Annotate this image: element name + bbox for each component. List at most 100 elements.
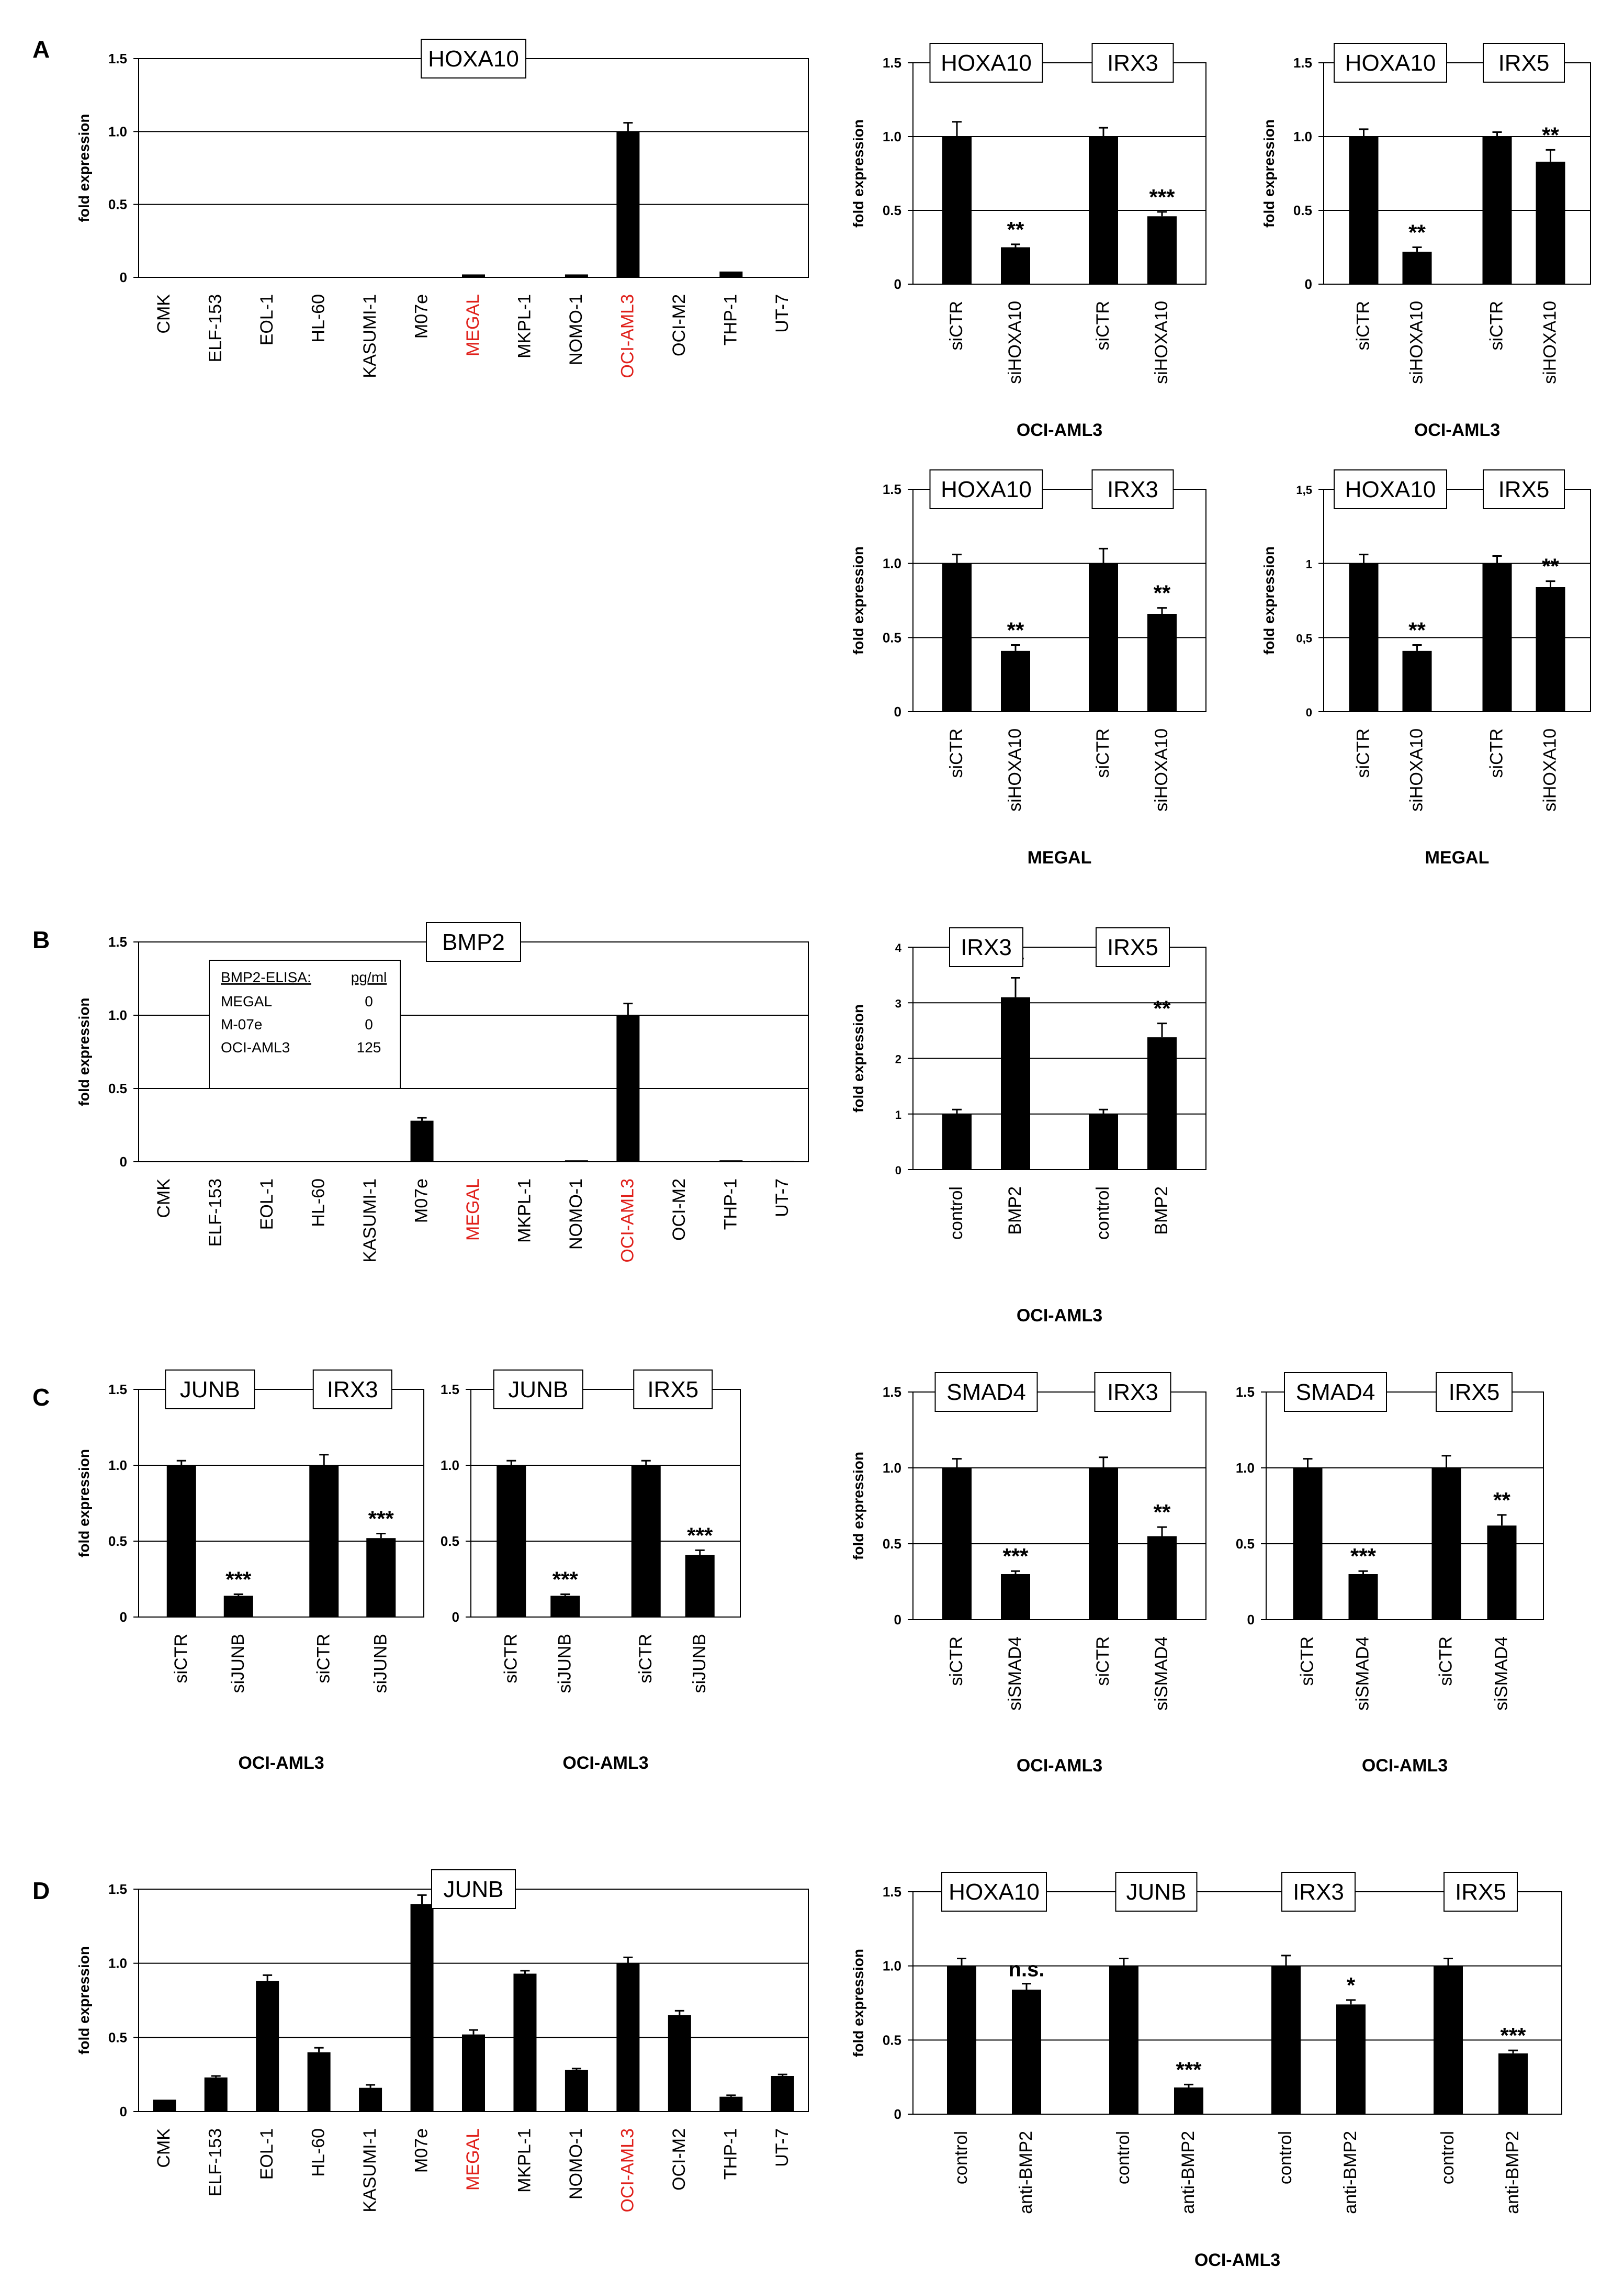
bar	[685, 1555, 715, 1617]
category-label: M07e	[412, 294, 432, 339]
category-label: siCTR	[1093, 301, 1113, 350]
bar	[410, 1904, 434, 2112]
y-tick-label: 0	[1306, 706, 1312, 719]
category-label: siHOXA10	[1005, 728, 1025, 812]
plot-frame	[1323, 62, 1591, 285]
y-tick-label: 0	[894, 704, 901, 720]
significance-label: **	[1408, 220, 1426, 245]
x-axis-label: OCI-AML3	[1194, 2250, 1280, 2270]
panel-letter-d: D	[32, 1877, 50, 1904]
y-tick-label: 0	[120, 2104, 127, 2119]
y-tick-label: 0	[120, 270, 127, 285]
chart-c2: 0 0.5 1.0 1.5 siCTR *** siJUNB siCTR *** siJUNB OC…	[441, 1369, 741, 1773]
category-label: siCTR	[1093, 1636, 1113, 1686]
bar	[1089, 1114, 1118, 1170]
bar	[462, 274, 485, 277]
gene-label: IRX3	[961, 935, 1012, 960]
plot-frame	[138, 1389, 424, 1618]
y-axis-label: fold expression	[850, 1452, 866, 1560]
category-label: NOMO-1	[566, 1178, 586, 1250]
y-tick-label: 1.5	[883, 481, 901, 497]
category-label: siCTR	[1354, 301, 1373, 350]
y-tick-label: 1.0	[108, 124, 127, 139]
category-label: ELF-153	[206, 2128, 225, 2196]
category-label: siHOXA10	[1152, 728, 1171, 812]
category-label: HL-60	[309, 2128, 329, 2177]
bar	[1348, 1574, 1378, 1620]
category-label: siSMAD4	[1005, 1636, 1025, 1711]
bar	[942, 1114, 972, 1170]
bar	[359, 2087, 382, 2112]
panel-letter-c: C	[32, 1384, 50, 1411]
bar	[565, 274, 588, 277]
gene-label-box	[1284, 1372, 1387, 1412]
bar	[497, 1465, 526, 1617]
gene-label-box	[165, 1369, 255, 1409]
chart-d2: 0 0.5 1.0 1.5 fold expression control n.s. anti…	[850, 1872, 1562, 2270]
bar	[166, 1465, 196, 1617]
chart-a3: 0 0.5 1.0 1.5 fold expression siCTR ** siHOXA10…	[1261, 43, 1591, 440]
category-label: ELF-153	[206, 294, 225, 362]
bar	[771, 1161, 794, 1162]
category-label: siCTR	[501, 1634, 521, 1683]
category-label: EOL-1	[257, 294, 277, 345]
y-tick-label: 1.0	[1236, 1460, 1255, 1476]
category-label: siJUNB	[370, 1634, 390, 1693]
bar	[1174, 2087, 1203, 2114]
y-tick-label: 1.5	[108, 934, 127, 950]
gene-label-box	[493, 1369, 583, 1409]
bar	[1431, 1468, 1461, 1620]
y-axis-label: fold expression	[850, 546, 866, 655]
bar	[1147, 1536, 1177, 1620]
category-label: siHOXA10	[1005, 301, 1025, 384]
category-label: ELF-153	[206, 1178, 225, 1247]
y-tick-label: 0	[894, 2106, 901, 2122]
panel-letter-b: B	[32, 926, 50, 953]
y-tick-label: 0.5	[1236, 1536, 1255, 1552]
plot-frame	[912, 1391, 1206, 1620]
category-label: UT-7	[772, 294, 792, 333]
y-tick-label: 0,5	[1296, 632, 1312, 645]
gene-label-box	[312, 1369, 392, 1409]
bar	[1293, 1468, 1323, 1620]
bar	[719, 2096, 743, 2112]
significance-label: **	[1154, 581, 1171, 605]
y-tick-label: 1,5	[1296, 484, 1312, 497]
bar	[616, 1963, 640, 2112]
bar	[1109, 1966, 1138, 2114]
category-label: EOL-1	[257, 2128, 277, 2180]
bar	[1482, 563, 1512, 712]
bar	[550, 1596, 580, 1617]
gene-label: IRX5	[1107, 935, 1158, 960]
y-tick-label: 1.0	[883, 1958, 901, 1974]
bar	[1001, 997, 1030, 1170]
category-label: MKPL-1	[514, 2128, 534, 2193]
category-label: siHOXA10	[1407, 301, 1427, 384]
y-tick-label: 1.0	[883, 1460, 901, 1476]
category-label: HL-60	[309, 1178, 329, 1227]
y-tick-label: 0	[894, 276, 901, 292]
category-label: UT-7	[772, 2128, 792, 2167]
chart-b1: 0 0.5 1.0 1.5 fold expression CMK ELF-153 EOL-1…	[76, 922, 809, 1263]
gene-label: JUNB	[180, 1377, 240, 1402]
bar	[1001, 650, 1030, 712]
plot-frame	[1266, 1391, 1544, 1620]
category-label: siCTR	[313, 1634, 333, 1683]
category-label: M07e	[412, 2128, 432, 2173]
category-label: M07e	[412, 1178, 432, 1223]
y-tick-label: 1.5	[883, 1884, 901, 1900]
x-axis-label: OCI-AML3	[1414, 420, 1500, 440]
gene-label: IRX5	[647, 1377, 698, 1402]
bar	[204, 2077, 228, 2112]
bar	[1147, 216, 1177, 284]
y-tick-label: 0.5	[883, 630, 901, 645]
chart-c4: 0 0.5 1.0 1.5 siCTR *** siSMAD4 siCTR ** siSMAD4 O…	[1236, 1372, 1544, 1776]
category-label: control	[1113, 2131, 1133, 2184]
category-label: MEGAL	[463, 294, 483, 356]
chart-a2: 0 0.5 1.0 1.5 fold expression siCTR ** siHOXA10…	[850, 43, 1206, 440]
significance-label: *	[1347, 1973, 1356, 1997]
bar	[1487, 1525, 1517, 1620]
significance-label: **	[1007, 618, 1024, 643]
bar	[366, 1538, 396, 1617]
panel-letter-a: A	[32, 36, 50, 63]
